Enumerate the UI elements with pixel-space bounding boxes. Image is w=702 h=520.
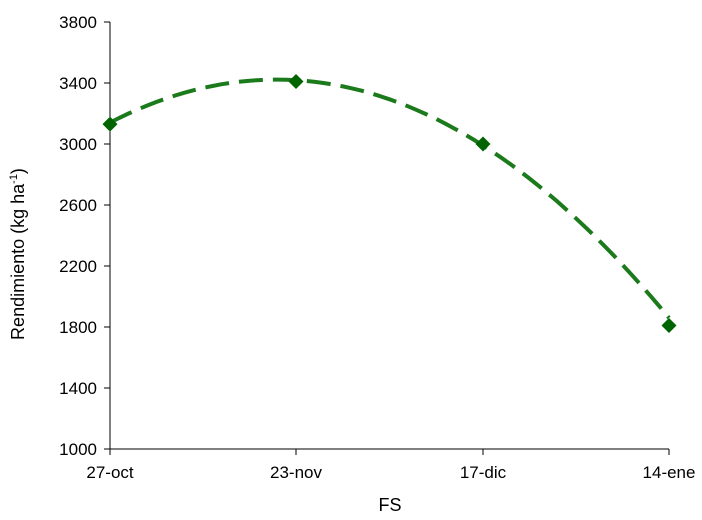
y-axis-title-superscript: -1: [8, 174, 20, 184]
y-tick-label: 3400: [59, 74, 97, 93]
data-points: [102, 73, 677, 333]
y-tick-label: 2600: [59, 196, 97, 215]
y-tick-label: 1800: [59, 318, 97, 337]
y-tick-label: 3800: [59, 13, 97, 32]
y-tick-label: 1400: [59, 379, 97, 398]
x-axis-title: FS: [378, 495, 401, 515]
x-axis-ticks: 27-oct 23-nov 17-dic 14-ene: [86, 449, 695, 482]
data-point: [661, 317, 677, 333]
y-axis-title-text: Rendimiento (kg ha: [8, 183, 28, 340]
y-tick-label: 3000: [59, 135, 97, 154]
y-tick-label: 2200: [59, 257, 97, 276]
y-axis-title: Rendimiento (kg ha-1): [8, 168, 28, 340]
x-tick-label: 27-oct: [86, 463, 134, 482]
y-axis-title-close: ): [8, 168, 28, 174]
trendline: [109, 77, 671, 320]
y-axis-ticks: 1000 1400 1800 2200 2600 3000 3400 3800: [59, 13, 110, 459]
x-tick-label: 23-nov: [270, 463, 322, 482]
data-point: [102, 116, 118, 132]
data-point: [475, 136, 491, 152]
data-point: [288, 73, 304, 89]
x-tick-label: 14-ene: [643, 463, 696, 482]
axes: [109, 22, 669, 450]
x-tick-label: 17-dic: [460, 463, 507, 482]
y-tick-label: 1000: [59, 440, 97, 459]
